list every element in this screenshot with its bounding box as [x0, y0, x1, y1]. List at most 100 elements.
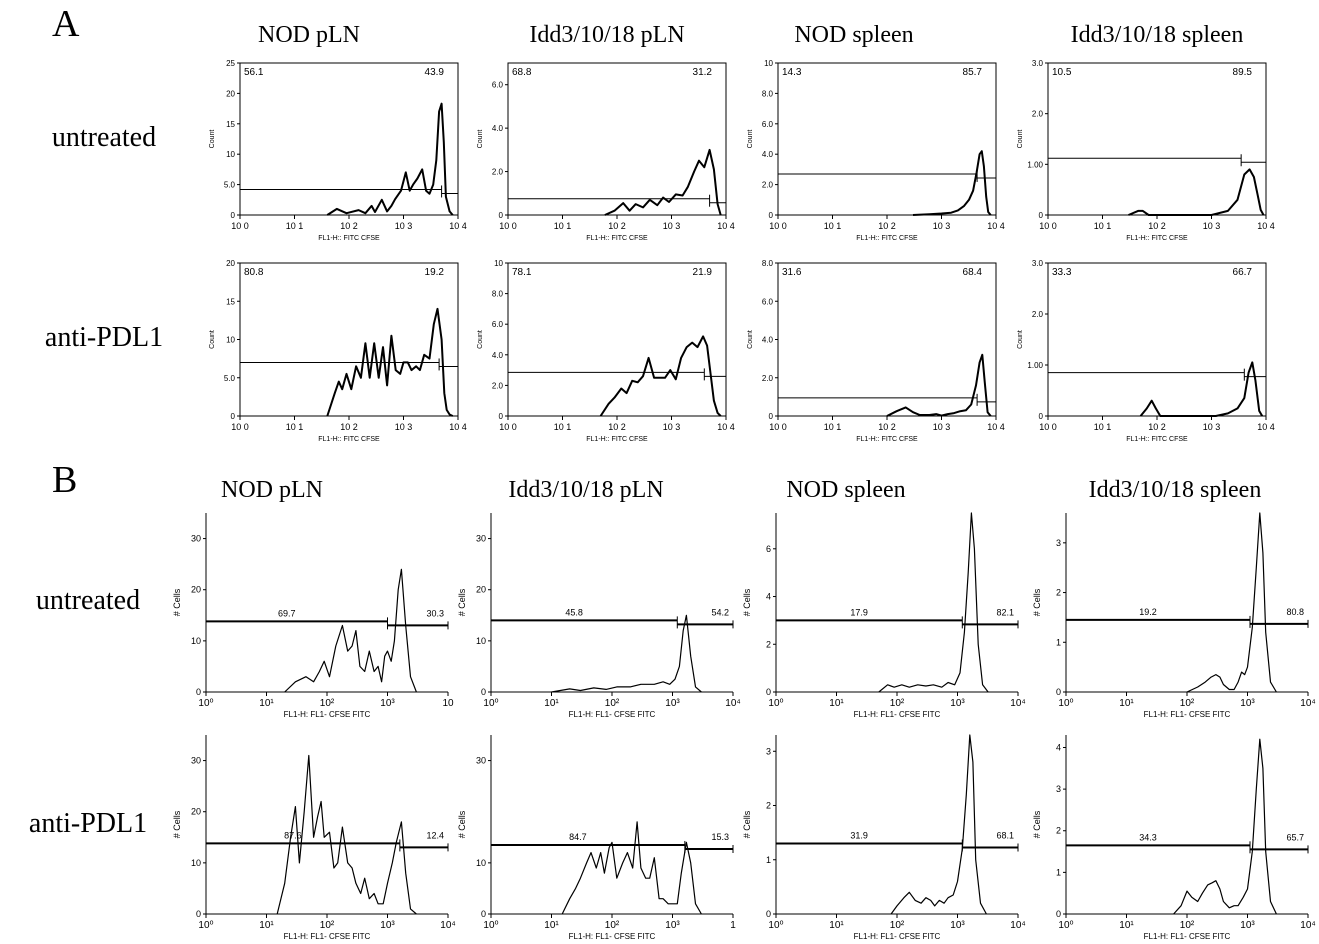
gate-left-percent: 56.1	[244, 67, 264, 78]
y-axis-label: # Cells	[742, 810, 752, 838]
gate-left-percent: 68.8	[512, 67, 532, 78]
plot-frame	[1047, 262, 1267, 417]
histogram-plot: 0 1 2 3 10⁰ 10¹ 10² 10³ 10⁴ FL1-H: FL1- CFSE FITC…	[1032, 512, 1316, 719]
y-tick-label: 0	[769, 412, 774, 421]
x-tick-label: 10²	[1180, 920, 1195, 931]
x-tick-label: 10 1	[1094, 422, 1112, 432]
y-tick-label: 1.00	[1027, 160, 1043, 169]
y-axis-label: # Cells	[742, 588, 752, 616]
histogram-line	[604, 148, 722, 216]
y-tick-label: 3.0	[1032, 59, 1044, 68]
plot-frame	[1047, 62, 1267, 216]
gate-right-percent: 15.3	[711, 832, 729, 842]
column-title: NOD pLN	[258, 22, 360, 48]
y-axis-label: # Cells	[172, 588, 182, 616]
gate-left-percent: 17.9	[850, 607, 868, 617]
gate-right-percent: 68.4	[963, 267, 983, 278]
x-tick-label: 10²	[890, 920, 905, 931]
x-tick-label: 10 1	[554, 422, 572, 432]
histogram-line	[551, 614, 702, 693]
y-tick-label: 20	[226, 89, 235, 98]
y-axis-label: Count	[747, 330, 754, 349]
plot-frame	[777, 262, 997, 417]
histogram-line	[284, 568, 417, 693]
gate-left-percent: 33.3	[1052, 267, 1072, 278]
x-tick-label: 10⁴	[1300, 698, 1315, 709]
gate-left-percent: 45.8	[565, 607, 583, 617]
x-tick-label: 10 2	[340, 221, 358, 231]
plot-frame	[239, 62, 459, 216]
x-tick-label: 10 2	[608, 221, 626, 231]
x-axis-label: FL1-H: FL1- CFSE FITC	[854, 710, 941, 719]
y-tick-label: 30	[191, 756, 201, 766]
row-label: untreated	[36, 585, 140, 616]
y-tick-label: 3	[766, 746, 771, 756]
plot-frame	[507, 62, 727, 216]
x-tick-label: 10 4	[717, 422, 735, 432]
y-tick-label: 20	[226, 259, 235, 268]
gate-right-percent: 85.7	[963, 67, 983, 78]
y-tick-label: 1	[766, 855, 771, 865]
y-tick-label: 20	[191, 807, 201, 817]
x-tick-label: 10⁰	[483, 920, 498, 931]
x-tick-label: 10¹	[829, 698, 844, 709]
x-tick-label: 10³	[380, 698, 395, 709]
y-tick-label: 0	[769, 211, 774, 220]
y-tick-label: 4.0	[762, 150, 774, 159]
gate-right-percent: 19.2	[425, 267, 445, 278]
plot-frame	[239, 262, 459, 417]
gate-right-percent: 31.2	[693, 67, 713, 78]
x-tick-label: 10⁰	[768, 920, 783, 931]
gate-left-percent: 87.6	[284, 830, 302, 840]
histogram-plot: 0 1 2 3 10⁰ 10¹ 10² 10³ 10⁴ FL1-H: FL1- CFSE FITC…	[742, 734, 1026, 941]
y-tick-label: 15	[226, 120, 235, 129]
x-tick-label: 10 4	[1257, 221, 1275, 231]
y-tick-label: 8.0	[762, 259, 774, 268]
y-axis-label: Count	[1017, 130, 1024, 149]
y-tick-label: 10	[764, 59, 773, 68]
x-tick-label: 10¹	[829, 920, 844, 931]
x-tick-label: 10¹	[259, 920, 274, 931]
y-tick-label: 2.0	[762, 181, 774, 190]
gate-right-percent: 21.9	[693, 267, 713, 278]
x-tick-label: 10²	[605, 920, 620, 931]
x-tick-label: 10 0	[1039, 422, 1057, 432]
gate-left-percent: 78.1	[512, 267, 532, 278]
y-tick-label: 5.0	[224, 181, 236, 190]
histogram-plot: 0 10 20 30 10⁰ 10¹ 10² 10³ 10 FL1-H: FL1- CFSE FI…	[172, 513, 454, 719]
y-axis-label: # Cells	[457, 810, 467, 838]
histogram-plot: 0 2.0 4.0 6.0 8.0 10 10 0 10 1 10 2 10 3 10 4 FL1-H…	[477, 259, 735, 443]
y-tick-label: 1.00	[1027, 361, 1043, 370]
x-tick-label: 10¹	[1119, 698, 1134, 709]
histogram-plot: 0 1 2 3 4 10⁰ 10¹ 10² 10³ 10⁴ FL1-H: FL1- CFSE FIT…	[1032, 735, 1316, 941]
y-tick-label: 0	[1039, 211, 1044, 220]
x-tick-label: 10 4	[449, 221, 467, 231]
y-tick-label: 2.0	[1032, 110, 1044, 119]
gate-left-percent: 34.3	[1139, 832, 1157, 842]
y-axis-label: Count	[477, 330, 484, 349]
y-tick-label: 0	[231, 412, 236, 421]
x-tick-label: 10²	[320, 698, 335, 709]
column-title: NOD spleen	[794, 22, 913, 48]
gate-right-percent: 12.4	[426, 830, 444, 840]
x-tick-label: 10⁰	[198, 698, 213, 709]
y-tick-label: 10	[494, 259, 503, 268]
x-tick-label: 10 3	[663, 221, 681, 231]
panel-label-B: B	[52, 459, 77, 501]
y-tick-label: 4	[766, 592, 771, 602]
x-tick-label: 10²	[1180, 698, 1195, 709]
y-tick-label: 10	[476, 858, 486, 868]
x-tick-label: 10 0	[231, 221, 249, 231]
histogram-line	[599, 335, 722, 417]
x-tick-label: 10⁴	[1300, 920, 1315, 931]
y-axis-label: # Cells	[172, 810, 182, 838]
y-axis-label: Count	[477, 130, 484, 149]
y-tick-label: 4.0	[492, 351, 504, 360]
x-tick-label: 10 3	[933, 422, 951, 432]
x-axis-label: FL1-H: FL1- CFSE FITC	[854, 932, 941, 941]
x-tick-label: 10 2	[878, 221, 896, 231]
y-tick-label: 0	[231, 211, 236, 220]
